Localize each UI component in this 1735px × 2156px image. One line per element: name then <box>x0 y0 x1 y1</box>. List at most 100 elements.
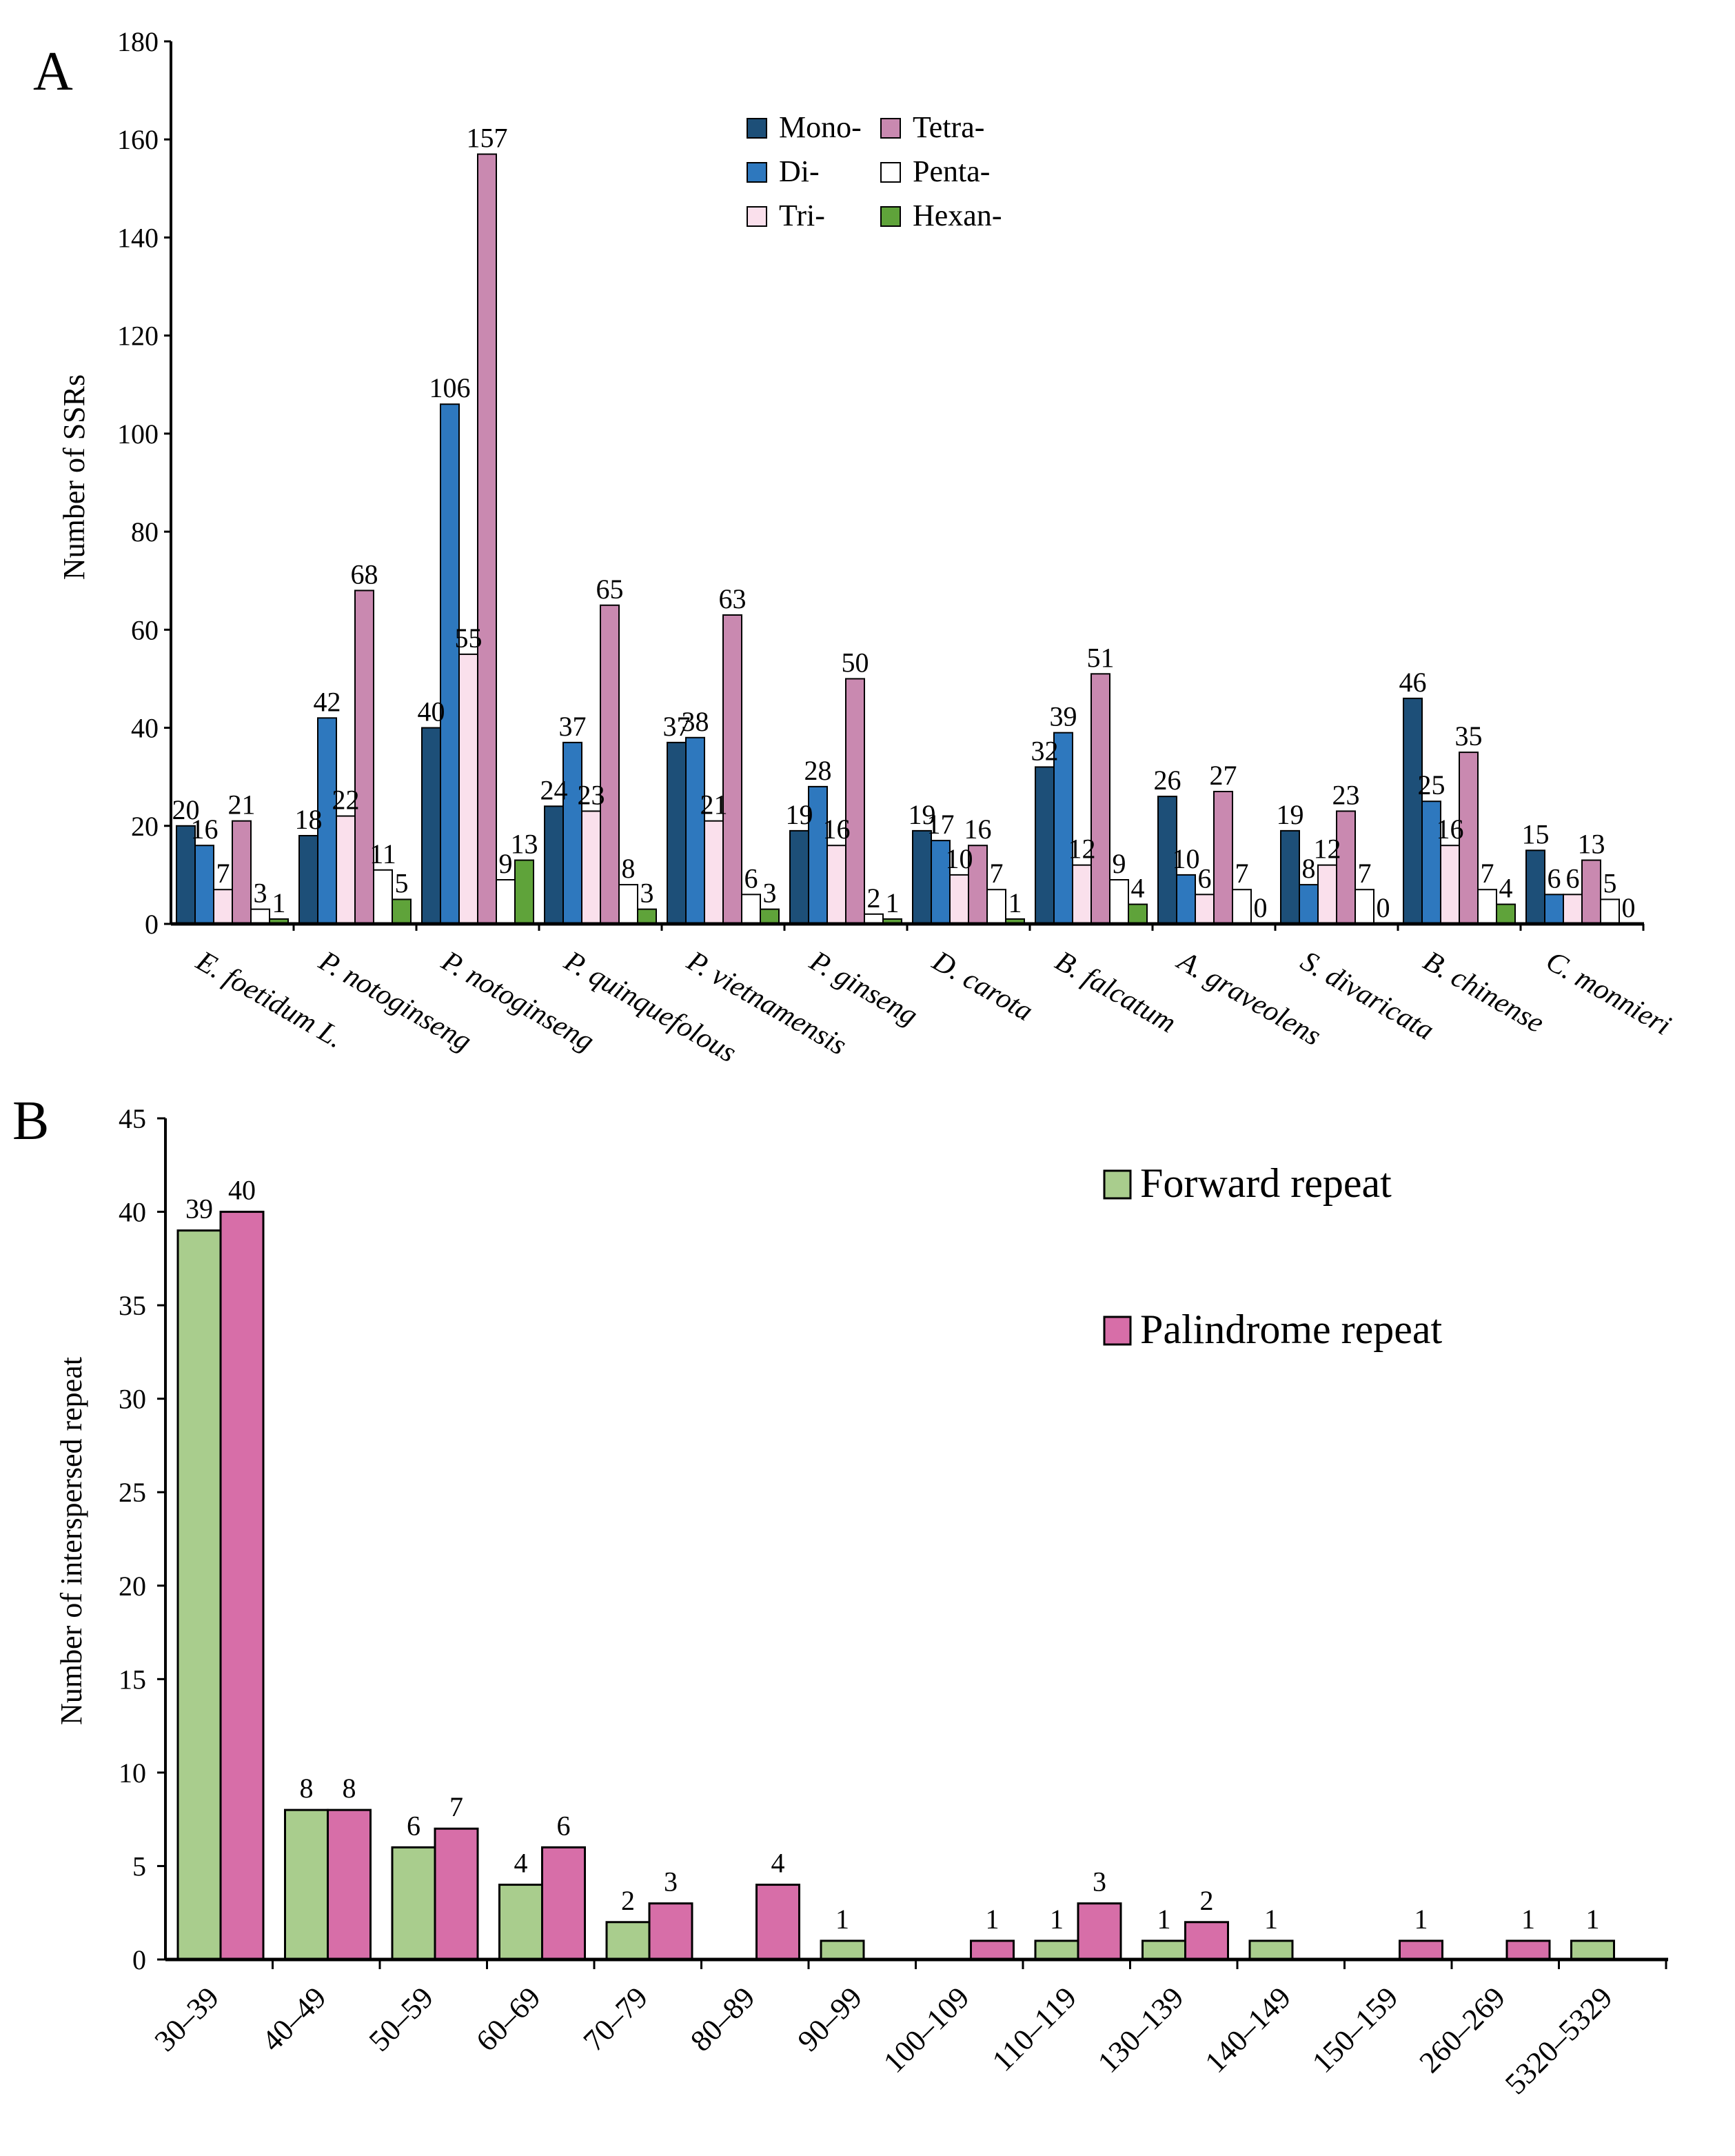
chart-a-data-label: 23 <box>578 779 605 810</box>
chart-b-bar <box>755 1884 800 1961</box>
chart-a-legend-swatch <box>747 118 767 139</box>
chart-a-y-tick-label: 120 <box>117 321 159 352</box>
chart-a-bar <box>1403 697 1423 925</box>
chart-a-y-tick-label: 100 <box>117 419 159 450</box>
chart-a-bar <box>514 859 534 925</box>
chart-b-axes <box>164 1118 1668 1969</box>
chart-a-bar <box>1157 796 1177 925</box>
chart-a-data-label: 7 <box>216 858 230 889</box>
chart-b-data-label: 40 <box>228 1175 256 1206</box>
chart-b-data-label: 6 <box>407 1810 420 1841</box>
chart-b-bar <box>1570 1940 1615 1961</box>
chart-a-data-label: 35 <box>1455 721 1483 752</box>
chart-a-legend-swatch <box>747 162 767 183</box>
chart-b-data-label: 4 <box>514 1848 528 1879</box>
chart-a-bar <box>949 874 969 925</box>
chart-a-data-label: 1 <box>886 887 900 918</box>
chart-a-category-label: B. chinense <box>1418 945 1550 1040</box>
chart-a-data-label: 7 <box>990 858 1004 889</box>
chart-b-category-label: 150–159 <box>1306 1980 1405 2079</box>
chart-a-data-label: 24 <box>540 774 568 805</box>
chart-a-bar <box>1128 903 1148 925</box>
chart-b-category-label: 30–39 <box>148 1980 225 2057</box>
chart-a-bar <box>600 604 620 925</box>
chart-b-y-tick-label: 30 <box>119 1384 146 1415</box>
chart-a-data-label: 10 <box>946 843 973 874</box>
chart-b-category-label: 80–89 <box>684 1980 761 2057</box>
chart-a-data-label: 27 <box>1210 760 1237 791</box>
chart-a-data-label: 157 <box>467 123 508 154</box>
chart-a-data-label: 8 <box>1302 853 1316 884</box>
chart-a-data-label: 20 <box>172 794 200 825</box>
chart-a-bar <box>232 820 252 925</box>
chart-a-data-label: 16 <box>191 814 219 845</box>
chart-a-data-label: 0 <box>1622 892 1636 923</box>
chart-a-data-label: 13 <box>1578 829 1605 860</box>
chart-b-y-tick-label: 20 <box>119 1571 146 1602</box>
chart-a-y-tick-label: 20 <box>131 811 159 842</box>
chart-a-bar <box>912 829 932 925</box>
chart-a-data-label: 5 <box>395 867 409 898</box>
chart-b-data-label: 2 <box>1200 1885 1214 1916</box>
chart-a-category-label: C. monnieri <box>1541 945 1676 1042</box>
chart-a-bar <box>194 845 214 925</box>
chart-a-bar <box>1109 879 1129 925</box>
chart-a-data-label: 16 <box>1437 814 1464 845</box>
chart-a-bar <box>1459 752 1479 925</box>
chart-b-bars <box>176 1211 1615 1961</box>
chart-b-legend: Forward repeat Palindrome repeat <box>1103 1160 1442 1352</box>
chart-a-bar <box>1563 894 1583 925</box>
chart-a-bar <box>1195 894 1215 925</box>
chart-a-legend-label: Penta- <box>913 154 990 188</box>
chart-b-legend-swatch <box>1103 1169 1132 1200</box>
chart-a-data-label: 6 <box>1548 863 1561 894</box>
chart-a-y-ticks: 0 20 40 60 80 100 120 140 160 180 <box>117 26 171 940</box>
chart-b-data-label: 2 <box>621 1885 635 1916</box>
chart-b-category-label: 260–269 <box>1413 1980 1512 2079</box>
chart-b-y-ticks: 0 5 10 15 20 25 30 35 40 45 <box>119 1103 165 1975</box>
chart-a-legend-swatch <box>880 206 901 227</box>
chart-a-bar <box>440 403 460 925</box>
chart-b-data-label: 7 <box>449 1791 463 1822</box>
chart-b-category-labels: 30–39 40–49 50–59 60–69 70–79 80–89 90–99 100–1… <box>148 1980 1619 2101</box>
chart-b-data-label: 1 <box>1521 1904 1535 1935</box>
chart-b-data-label: 6 <box>557 1810 571 1841</box>
chart-b-data-label: 1 <box>835 1904 849 1935</box>
chart-a-data-label: 4 <box>1499 873 1513 904</box>
chart-a-data-label: 15 <box>1522 818 1550 849</box>
chart-b-y-tick-label: 15 <box>119 1664 146 1695</box>
chart-a-data-label: 55 <box>455 623 483 654</box>
chart-b-bar <box>1184 1921 1229 1961</box>
chart-a-data-label: 21 <box>228 789 256 820</box>
chart-a-bar <box>741 894 761 925</box>
chart-a-bar <box>1035 766 1055 925</box>
chart-a-bar <box>1176 874 1196 925</box>
chart-b-bar <box>1399 1940 1443 1961</box>
chart-a-bar <box>1496 903 1516 925</box>
chart-a-bar <box>704 820 724 925</box>
chart-b-data-label: 1 <box>1264 1904 1278 1935</box>
panel-b-letter: B <box>12 1091 49 1151</box>
chart-a-y-tick-label: 140 <box>117 222 159 253</box>
chart-b-data-label: 1 <box>1586 1904 1600 1935</box>
chart-a-bar <box>1072 864 1092 925</box>
chart-b-y-tick-label: 5 <box>132 1851 146 1882</box>
chart-a-data-label: 65 <box>596 574 624 605</box>
chart-a-bar <box>1581 859 1601 925</box>
chart-a-bar <box>826 845 846 925</box>
chart-a-bar <box>685 736 705 925</box>
chart-a-bar <box>618 884 638 925</box>
chart-a-bar <box>1477 889 1497 925</box>
chart-b-bar <box>219 1211 265 1961</box>
chart-a-bar <box>250 908 270 925</box>
chart-a-data-label: 3 <box>763 878 777 909</box>
chart-a-data-label: 16 <box>964 814 992 845</box>
chart-a-data-label: 106 <box>429 372 471 403</box>
chart-b-legend-label: Palindrome repeat <box>1140 1307 1442 1352</box>
chart-b-bar <box>648 1902 693 1961</box>
chart-b-y-tick-label: 25 <box>119 1477 146 1508</box>
chart-a-bar <box>1544 894 1564 925</box>
chart-a-axes <box>170 41 1645 931</box>
